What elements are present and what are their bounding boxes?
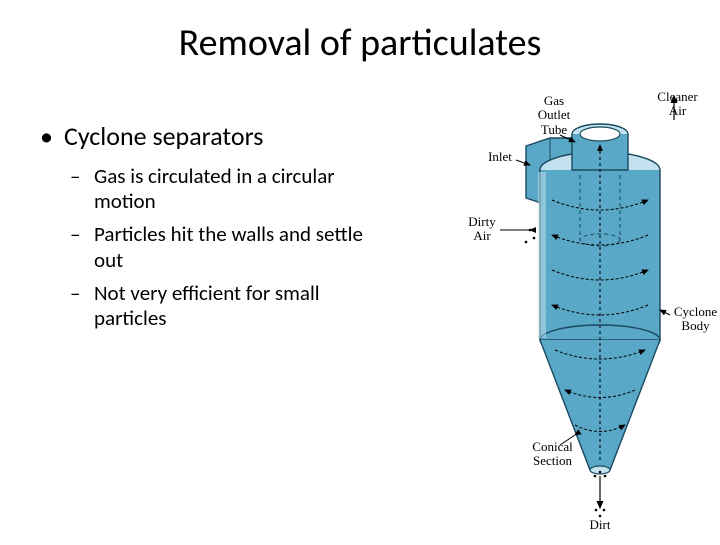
bullet-sub-2: Particles hit the walls and settle out [70,222,370,272]
label-conical-section: ConicalSection [525,440,580,469]
cyclone-diagram: GasOutletTube CleanerAir Inlet DirtyAir … [430,90,710,540]
label-cyclone-body: CycloneBody [668,305,720,334]
bullet-main: Cyclone separators [40,120,370,152]
label-dirty-air: DirtyAir [462,215,502,244]
label-inlet: Inlet [480,150,520,164]
content-block: Cyclone separators Gas is circulated in … [40,120,370,339]
bullet-sub-1: Gas is circulated in a circular motion [70,164,370,214]
slide: Removal of particulates Cyclone separato… [0,0,720,540]
label-dirt: Dirt [585,518,615,532]
bullet-sub-3: Not very efficient for small particles [70,281,370,331]
label-gas-outlet: GasOutletTube [529,94,579,137]
slide-title: Removal of particulates [0,20,720,66]
label-cleaner-air: CleanerAir [650,90,705,119]
